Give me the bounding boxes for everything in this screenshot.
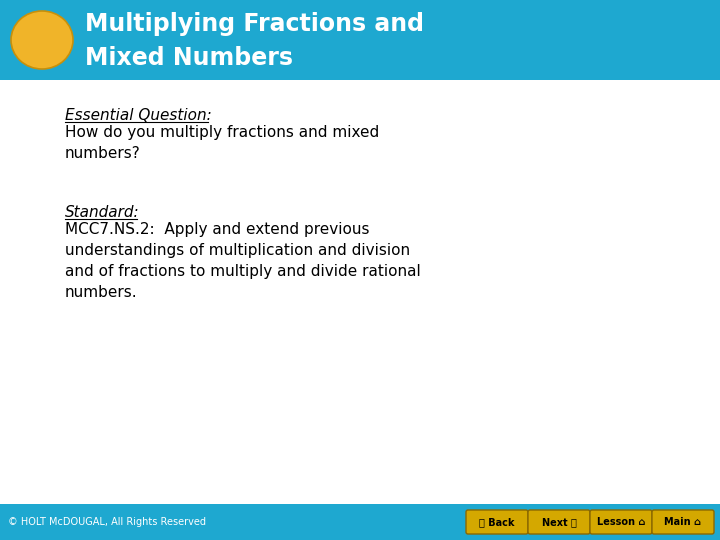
Text: Essential Question:: Essential Question: (65, 108, 212, 123)
FancyBboxPatch shape (528, 510, 590, 534)
Text: Next 〉: Next 〉 (541, 517, 577, 527)
Text: Lesson ⌂: Lesson ⌂ (597, 517, 645, 527)
Bar (0, 0, 720, 80)
Text: Multiplying Fractions and: Multiplying Fractions and (85, 12, 424, 36)
Text: How do you multiply fractions and mixed
numbers?: How do you multiply fractions and mixed … (65, 125, 379, 161)
Text: Main ⌂: Main ⌂ (665, 517, 701, 527)
FancyBboxPatch shape (466, 510, 528, 534)
Text: Mixed Numbers: Mixed Numbers (85, 45, 293, 70)
Bar (0, 504, 720, 540)
Text: © HOLT McDOUGAL, All Rights Reserved: © HOLT McDOUGAL, All Rights Reserved (8, 517, 206, 527)
FancyBboxPatch shape (590, 510, 652, 534)
Text: 〈 Back: 〈 Back (480, 517, 515, 527)
Ellipse shape (11, 11, 73, 69)
FancyBboxPatch shape (652, 510, 714, 534)
Text: MCC7.NS.2:  Apply and extend previous
understandings of multiplication and divis: MCC7.NS.2: Apply and extend previous und… (65, 222, 420, 300)
Text: Standard:: Standard: (65, 205, 140, 220)
